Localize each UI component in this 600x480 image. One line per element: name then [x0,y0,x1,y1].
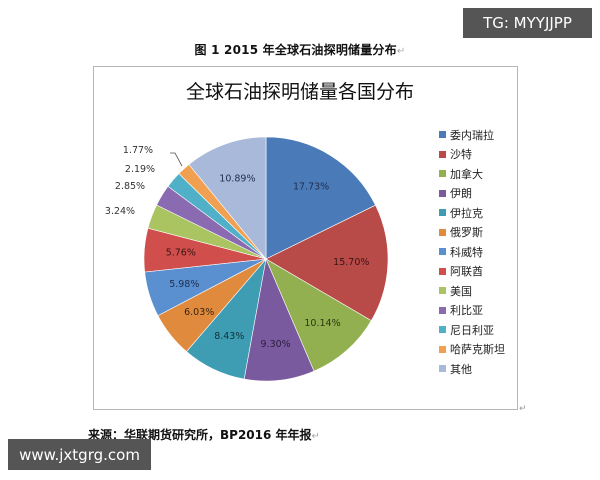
legend-label: 其他 [450,362,472,376]
source-text: 来源：华联期货研究所，BP2016 年年报 [88,428,312,442]
return-mark-icon: ↵ [311,431,320,442]
watermark-top-right: TG: MYYJJPP [463,8,592,38]
slice-data-label: 8.43% [214,331,244,342]
legend-item: 科威特 [439,242,505,262]
legend-swatch-icon [439,209,446,217]
source-note: 来源：华联期货研究所，BP2016 年年报↵ [88,426,320,443]
legend-swatch-icon [439,248,446,256]
legend-swatch-icon [439,306,446,314]
pie-slice [265,204,389,322]
legend-item: 俄罗斯 [439,223,505,243]
legend-swatch-icon [439,228,446,236]
legend-swatch-icon [439,326,446,334]
legend-item: 沙特 [439,145,505,165]
legend-item: 利比亚 [439,301,505,321]
slice-data-label: 2.19% [125,164,155,175]
legend-item: 委内瑞拉 [439,125,505,145]
pie-slice [188,136,267,260]
slice-data-label: 3.24% [105,206,135,217]
chart-title: 全球石油探明储量各国分布 [186,81,415,103]
legend-item: 阿联酋 [439,262,505,282]
slice-data-label: 6.03% [184,307,214,318]
legend-label: 科威特 [450,245,483,259]
legend-label: 伊朗 [450,187,472,201]
legend-label: 利比亚 [450,304,483,318]
legend-label: 哈萨克斯坦 [450,343,505,357]
slice-data-label: 5.76% [166,248,196,259]
watermark-bottom-left: www.jxtgrg.com [8,439,151,470]
legend-item: 伊拉克 [439,203,505,223]
legend-item: 哈萨克斯坦 [439,340,505,360]
legend-label: 伊拉克 [450,206,483,220]
pie-slice [265,136,376,260]
chart-frame: 全球石油探明储量各国分布 17.73% 15.70% 10.14% 9.30% 8.43… [93,66,518,410]
legend-label: 沙特 [450,148,472,162]
slice-data-label: 15.70% [333,257,369,268]
chart-legend: 委内瑞拉沙特加拿大伊朗伊拉克俄罗斯科威特阿联酋美国利比亚尼日利亚哈萨克斯坦其他 [439,125,505,379]
legend-swatch-icon [439,170,446,178]
legend-item: 其他 [439,359,505,379]
leader-line [170,152,183,167]
legend-label: 美国 [450,284,472,298]
legend-item: 尼日利亚 [439,320,505,340]
legend-label: 委内瑞拉 [450,128,494,142]
legend-label: 尼日利亚 [450,323,494,337]
legend-swatch-icon [439,267,446,275]
pie-slice [265,258,372,372]
slice-data-label: 17.73% [293,182,329,193]
slice-data-label: 10.89% [219,174,255,185]
legend-item: 美国 [439,281,505,301]
legend-swatch-icon [439,150,446,158]
legend-swatch-icon [439,287,446,295]
pie-chart: 17.73% 15.70% 10.14% 9.30% 8.43% 6.03% 5.98% 5.… [105,136,389,382]
slice-data-label: 10.14% [304,318,340,329]
slice-data-label: 2.85% [115,181,145,192]
legend-swatch-icon [439,189,446,197]
legend-label: 俄罗斯 [450,226,483,240]
figure-caption-text: 图 1 2015 年全球石油探明储量分布 [194,43,397,57]
figure-caption: 图 1 2015 年全球石油探明储量分布↵ [0,41,600,58]
legend-label: 加拿大 [450,167,483,181]
slice-data-label: 9.30% [261,339,291,350]
slice-data-label: 1.77% [123,145,153,156]
legend-item: 加拿大 [439,164,505,184]
legend-swatch-icon [439,131,446,139]
return-mark-icon: ↵ [396,46,406,57]
return-mark-icon: ↵ [519,404,527,414]
legend-label: 阿联酋 [450,265,483,279]
legend-swatch-icon [439,365,446,373]
legend-swatch-icon [439,345,446,353]
slice-data-label: 5.98% [169,279,199,290]
legend-item: 伊朗 [439,184,505,204]
